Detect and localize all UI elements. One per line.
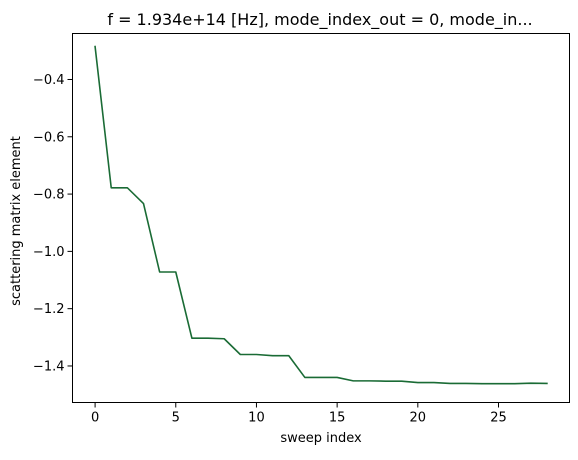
- y-tick-label: −0.4: [33, 73, 65, 88]
- chart-title: f = 1.934e+14 [Hz], mode_index_out = 0, …: [107, 10, 532, 30]
- x-tick-label: 25: [490, 411, 507, 426]
- series-layer: [94, 45, 548, 385]
- series-line: [94, 45, 548, 385]
- x-tick-label: 15: [329, 411, 346, 426]
- x-axis-label: sweep index: [280, 431, 362, 446]
- y-tick-label: −0.6: [33, 130, 65, 145]
- plot-frame: [72, 33, 570, 403]
- y-tick-label: −1.0: [33, 245, 65, 260]
- y-tick-label: −1.4: [33, 359, 65, 374]
- y-tick-label: −0.8: [33, 188, 65, 203]
- y-axis-label: scattering matrix element: [9, 136, 24, 306]
- y-tick-label: −1.2: [33, 302, 65, 317]
- y-axis-ticks: −0.4 −0.6 −0.8 −1.0 −1.2 −1.4: [33, 73, 73, 374]
- x-tick-label: 5: [172, 411, 180, 426]
- x-tick-label: 20: [410, 411, 427, 426]
- x-tick-label: 10: [248, 411, 265, 426]
- x-axis-ticks: 0 5 10 15 20 25: [91, 402, 507, 426]
- x-tick-label: 0: [91, 411, 99, 426]
